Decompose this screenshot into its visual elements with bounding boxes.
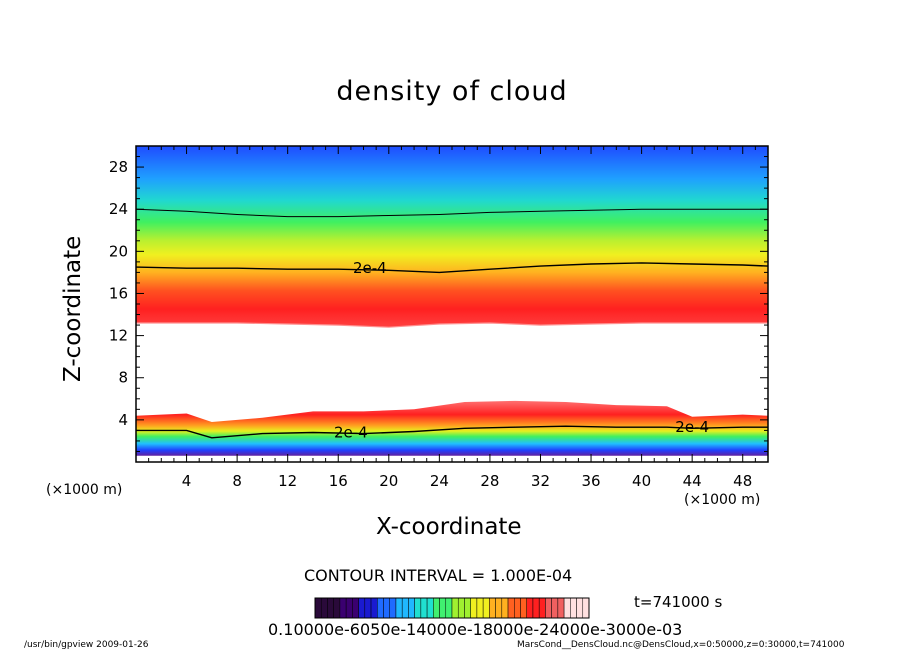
x-tick-label: 16 <box>329 472 348 490</box>
y-tick-label: 24 <box>109 200 128 218</box>
colorbar-cell <box>389 597 397 619</box>
x-tick-label: 4 <box>182 472 192 490</box>
colorbar-cell <box>377 597 384 619</box>
x-tick-label: 24 <box>430 472 449 490</box>
colorbar-cell <box>520 597 527 619</box>
colorbar-cell <box>514 597 521 619</box>
y-tick-label: 8 <box>118 369 128 387</box>
colorbar-cell <box>426 597 434 619</box>
x-tick-label: 8 <box>232 472 242 490</box>
colorbar-cell <box>557 597 565 619</box>
colorbar-cell <box>495 597 503 619</box>
x-tick-label: 20 <box>379 472 398 490</box>
colorbar-cell <box>314 597 322 619</box>
contour-interval-text: CONTOUR INTERVAL = 1.000E-04 <box>304 566 573 585</box>
colorbar <box>314 597 590 619</box>
colorbar-cell <box>538 597 546 619</box>
colorbar-cell <box>433 597 440 619</box>
time-label: t=741000 s <box>634 593 723 611</box>
colorbar-cell <box>364 597 372 619</box>
contour-line-lower-2e-4 <box>136 425 768 439</box>
lower-cloud-layer <box>136 400 768 456</box>
x-tick-label: 48 <box>733 472 752 490</box>
colorbar-cell <box>320 597 328 619</box>
colorbar-cell <box>370 597 378 619</box>
y-tick-label: 20 <box>109 242 128 260</box>
colorbar-cell <box>507 597 515 619</box>
colorbar-cell <box>532 597 540 619</box>
colorbar-cell <box>383 597 390 619</box>
x-tick-label: 40 <box>632 472 651 490</box>
plot-layers: 2e-4 2e-4 2e-4 <box>135 146 769 456</box>
colorbar-cell <box>576 597 584 619</box>
y-tick-label: 28 <box>109 158 128 176</box>
colorbar-cell <box>327 597 334 619</box>
x-tick-label: 28 <box>480 472 499 490</box>
colorbar-cell <box>582 597 590 619</box>
contour-line-upper-2e-4 <box>135 262 769 274</box>
colorbar-cell <box>501 597 509 619</box>
colorbar-cell <box>464 597 471 619</box>
colorbar-cell <box>545 597 552 619</box>
chart-title: density of cloud <box>336 76 568 107</box>
colorbar-cell <box>451 597 459 619</box>
colorbar-cell <box>476 597 484 619</box>
colorbar-cell <box>470 597 478 619</box>
contour-label: 2e-4 <box>353 259 387 277</box>
colorbar-cell <box>439 597 447 619</box>
footer-source: MarsCond__DensCloud.nc@DensCloud,x=0:500… <box>517 640 845 650</box>
footer-command: /usr/bin/gpview 2009-01-26 <box>24 640 149 650</box>
colorbar-cell <box>401 597 409 619</box>
x-unit-label-left: (×1000 m) <box>46 482 123 498</box>
contour-line-upper-1e-4 <box>135 208 768 218</box>
y-tick-label: 4 <box>118 411 128 429</box>
colorbar-cell <box>526 597 534 619</box>
upper-cloud-layer <box>136 146 768 328</box>
x-tick-label: 12 <box>278 472 297 490</box>
colorbar-cell <box>339 597 347 619</box>
x-unit-label-right: (×1000 m) <box>684 492 761 508</box>
x-tick-label: 36 <box>581 472 600 490</box>
colorbar-frame <box>314 597 590 619</box>
contour-label: 2e-4 <box>334 424 368 442</box>
contour-label: 2e-4 <box>675 418 709 436</box>
colorbar-cell <box>551 597 559 619</box>
colorbar-cell <box>445 597 453 619</box>
upper-layer-edge <box>136 322 768 328</box>
colorbar-cell <box>408 597 415 619</box>
colorbar-cell <box>457 597 465 619</box>
colorbar-cell <box>414 597 422 619</box>
colorbar-cell <box>563 597 571 619</box>
colorbar-cell <box>333 597 341 619</box>
colorbar-cell <box>570 597 577 619</box>
colorbar-cell <box>489 597 496 619</box>
x-tick-label: 32 <box>531 472 550 490</box>
y-tick-label: 12 <box>109 327 128 345</box>
colorbar-cell <box>352 597 359 619</box>
y-tick-label: 16 <box>109 284 128 302</box>
colorbar-cell <box>345 597 353 619</box>
x-axis-label: X-coordinate <box>376 514 522 540</box>
colorbar-cell <box>420 597 428 619</box>
x-tick-label: 44 <box>683 472 702 490</box>
colorbar-tick-labels: 0.10000e-6050e-14000e-18000e-24000e-3000… <box>268 620 683 639</box>
colorbar-cell <box>395 597 403 619</box>
colorbar-cell <box>482 597 490 619</box>
colorbar-cell <box>358 597 366 619</box>
